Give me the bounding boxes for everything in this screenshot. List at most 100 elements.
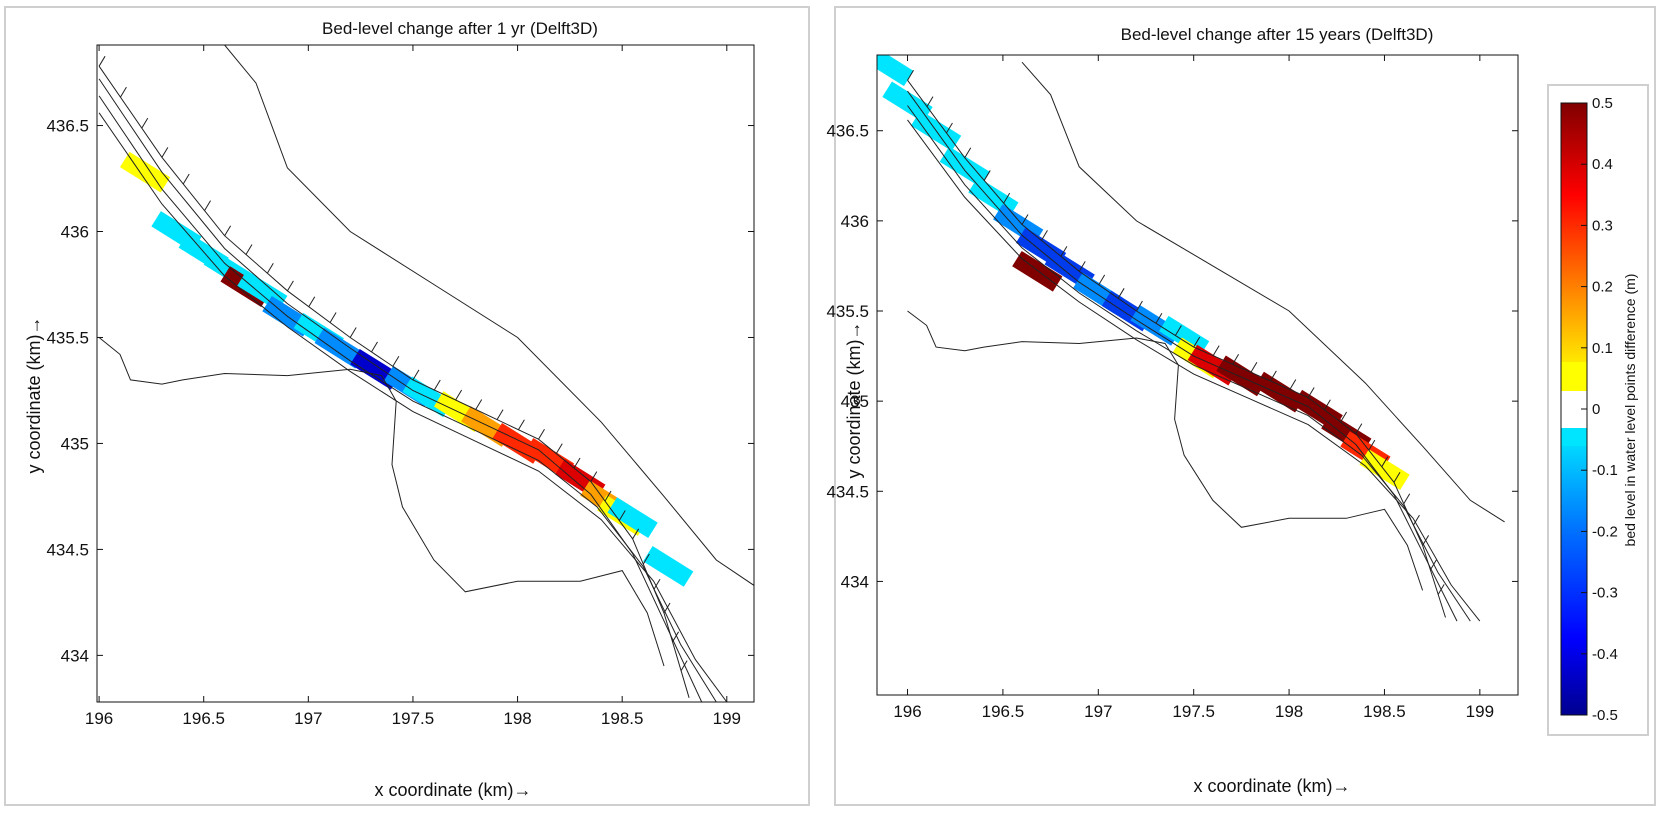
data-cell xyxy=(877,55,914,87)
cross-section-tick xyxy=(1078,261,1086,272)
cross-section-tick xyxy=(1269,370,1277,382)
cross-section-tick xyxy=(412,369,420,381)
y-tick-label: 435.5 xyxy=(46,328,89,347)
cross-section-tick xyxy=(141,117,149,129)
cross-section-tick xyxy=(224,225,232,236)
cross-section-tick xyxy=(907,69,914,81)
map-line xyxy=(1021,61,1505,523)
map-line xyxy=(907,79,1446,618)
x-tick-label: 197.5 xyxy=(392,709,435,728)
cross-section-tick xyxy=(642,553,650,565)
cross-section-tick xyxy=(517,419,525,430)
cross-section-tick xyxy=(1437,584,1445,595)
cross-section-tick xyxy=(1393,472,1401,483)
plot-area: 196 196.5 197 197.5 198 198.5 199 434 434.5 435 43… xyxy=(826,54,1519,721)
cross-section-tick xyxy=(538,428,545,440)
map-line xyxy=(907,310,1424,591)
colorbar-tick-label: -0.5 xyxy=(1592,707,1618,724)
map-line xyxy=(907,90,1458,622)
plot-area: 196 196.5 197 197.5 198 198.5 199 434 434.5 435 43… xyxy=(46,44,755,728)
chart-left: Bed-level change after 1 yr (Delft3D) x … xyxy=(24,19,755,800)
cross-section-tick xyxy=(1368,439,1376,451)
data-cell xyxy=(607,497,658,538)
cross-section-tick xyxy=(1340,411,1348,423)
y-tick-label: 436.5 xyxy=(46,117,89,136)
cross-section-tick xyxy=(204,200,211,211)
y-tick-label: 435.5 xyxy=(826,302,869,321)
cross-section-tick xyxy=(1381,456,1389,467)
x-tick-label: 199 xyxy=(713,709,741,728)
map-line xyxy=(98,112,728,702)
map-line xyxy=(98,65,690,698)
cross-section-tick xyxy=(1041,230,1048,241)
x-tick-label: 197.5 xyxy=(1172,702,1215,721)
x-axis-label: x coordinate (km)→ xyxy=(374,780,531,800)
x-tick-label: 198.5 xyxy=(601,709,644,728)
colorbar-tick-label: 0.1 xyxy=(1592,340,1613,357)
cross-section-tick xyxy=(946,122,953,134)
cross-section-tick xyxy=(329,312,337,323)
cross-section-tick xyxy=(663,602,671,614)
y-tick-label: 435 xyxy=(841,392,869,411)
x-tick-label: 196 xyxy=(85,709,113,728)
colorbar-tick-label: 0.4 xyxy=(1592,156,1613,173)
cross-section-tick xyxy=(245,244,253,255)
cross-section-tick xyxy=(1250,362,1258,373)
y-tick-label: 434.5 xyxy=(46,540,89,559)
y-tick-label: 434 xyxy=(841,572,869,591)
cross-section-tick xyxy=(1155,313,1163,324)
colorbar-tick-label: -0.1 xyxy=(1592,462,1618,479)
cross-section-tick xyxy=(1422,535,1430,546)
cross-section-tick xyxy=(964,147,972,159)
cross-section-tick xyxy=(1117,288,1125,299)
colorbar-cyan-band xyxy=(1561,428,1587,446)
y-tick-label: 435 xyxy=(61,434,89,453)
colorbar-ticks: 0.5 0.4 0.3 0.2 0.1 0 -0.1 -0.2 -0.3 -0.4 -0.5 xyxy=(1581,95,1618,724)
colorbar: 0.5 0.4 0.3 0.2 0.1 0 -0.1 -0.2 -0.3 -0.4 -0.5 bed… xyxy=(1560,95,1638,724)
left-figure-panel xyxy=(4,6,810,806)
y-tick-label: 436.5 xyxy=(826,122,869,141)
data-cell xyxy=(643,546,694,587)
cross-section-tick xyxy=(1060,246,1068,257)
colorbar-tick-label: -0.2 xyxy=(1592,523,1618,540)
axes-box xyxy=(96,44,755,703)
cross-section-tick xyxy=(455,389,463,401)
colorbar-label: bed level in water level points differen… xyxy=(1622,274,1638,547)
x-tick-label: 197 xyxy=(294,709,322,728)
x-tick-label: 199 xyxy=(1466,702,1494,721)
cross-section-tick xyxy=(618,510,626,521)
cross-section-tick xyxy=(1174,325,1182,336)
cross-section-tick xyxy=(371,341,378,353)
colorbar-tick-label: 0.5 xyxy=(1592,95,1613,112)
cross-section-tick xyxy=(1212,345,1220,356)
cross-section-tick xyxy=(1355,423,1363,434)
cross-section-tick xyxy=(1136,300,1143,312)
cross-section-tick xyxy=(1003,192,1011,204)
x-tick-label: 198 xyxy=(503,709,531,728)
data-cell xyxy=(314,327,365,369)
x-tick-label: 196.5 xyxy=(982,702,1025,721)
x-axis-label: x coordinate (km)→ xyxy=(1193,776,1350,796)
colorbar-yellow-band xyxy=(1561,362,1587,391)
y-tick-label: 436 xyxy=(841,212,869,231)
x-tick-label: 198 xyxy=(1275,702,1303,721)
colorbar-tick-label: 0 xyxy=(1592,401,1600,418)
cross-section-tick xyxy=(653,578,661,590)
cross-section-tick xyxy=(392,356,400,367)
cross-section-tick xyxy=(680,660,688,671)
map-line xyxy=(98,95,717,702)
cross-section-tick xyxy=(475,399,483,410)
colorbar-tick-label: -0.4 xyxy=(1592,646,1618,663)
cross-section-tick xyxy=(1021,214,1029,225)
cross-section-tick xyxy=(983,170,991,181)
y-tick-label: 434.5 xyxy=(826,482,869,501)
cross-section-tick xyxy=(632,528,640,540)
right-figure-panel xyxy=(834,6,1656,806)
chart-title: Bed-level change after 15 years (Delft3D… xyxy=(1121,25,1434,44)
cross-section-tick xyxy=(926,96,934,107)
colorbar-tick-label: 0.2 xyxy=(1592,279,1613,296)
y-tick-label: 436 xyxy=(61,223,89,242)
cross-section-tick xyxy=(1323,399,1331,411)
cross-section-tick xyxy=(161,147,169,158)
